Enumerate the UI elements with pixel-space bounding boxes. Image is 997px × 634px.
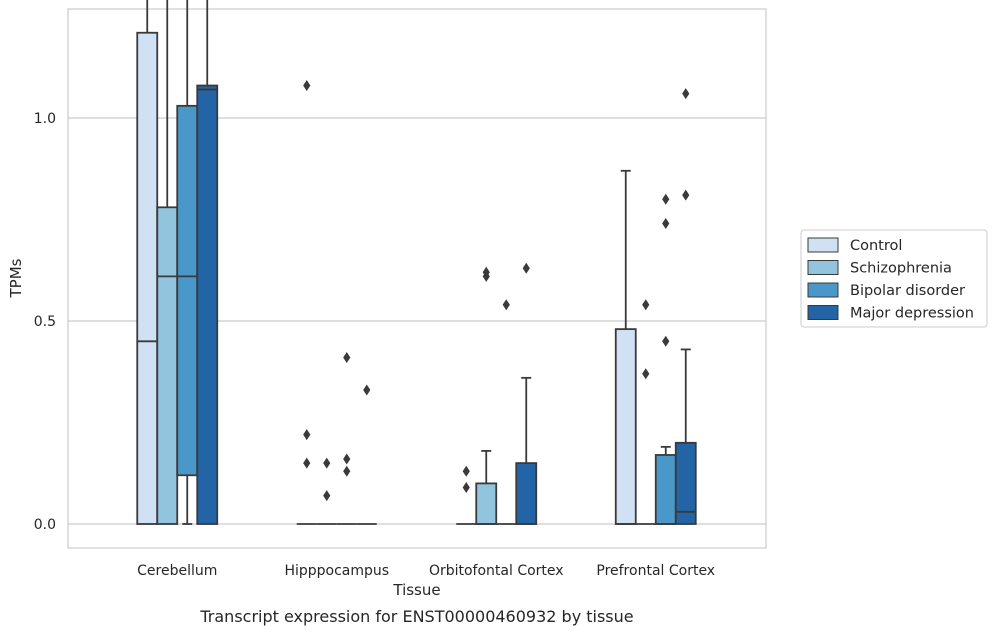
- box: [196, 84, 219, 525]
- plot-frame: [67, 8, 767, 549]
- outlier-point: [323, 490, 331, 502]
- outlier-point: [343, 453, 351, 465]
- legend-swatch: [807, 282, 839, 298]
- outlier-point: [682, 88, 690, 100]
- y-tick-label: 0.0: [34, 517, 56, 533]
- box-plots: [136, 0, 697, 525]
- x-axis-ticks: Cerebellum Hipppocampus Orbitofontal Corte…: [137, 563, 715, 579]
- box: [176, 104, 199, 477]
- legend-swatch: [807, 260, 839, 275]
- box: [515, 462, 538, 525]
- x-tick-label: Prefrontal Cortex: [596, 563, 715, 579]
- legend-frame: [800, 229, 988, 328]
- x-axis-title: Tissue: [392, 581, 440, 599]
- outlier-point: [462, 481, 470, 493]
- outlier-point: [482, 270, 490, 282]
- outlier-point: [662, 335, 670, 347]
- box-plot: [316, 457, 337, 525]
- outlier-point: [343, 352, 351, 364]
- box-plot: [176, 0, 199, 525]
- outlier-point: [522, 262, 530, 274]
- box-plot: [296, 80, 317, 525]
- outlier-point: [363, 384, 371, 396]
- y-axis-title: TPMs: [7, 258, 25, 298]
- legend-swatch: [807, 237, 839, 253]
- y-tick-label: 1.0: [34, 111, 56, 127]
- box: [156, 206, 179, 525]
- box-plot: [456, 465, 477, 525]
- legend: Control Schizophrenia Bipolar disorder Majo…: [800, 229, 988, 328]
- outlier-point: [642, 299, 650, 311]
- y-tick-label: 0.5: [34, 314, 56, 330]
- outlier-point: [323, 457, 331, 469]
- legend-swatch: [807, 305, 839, 320]
- box-plot: [196, 0, 219, 525]
- x-tick-label: Cerebellum: [137, 563, 217, 579]
- box-plot: [515, 262, 538, 525]
- box-plot: [475, 266, 498, 525]
- outlier-point: [502, 299, 510, 311]
- box: [654, 454, 677, 525]
- box-plot: [156, 0, 179, 525]
- outlier-point: [642, 368, 650, 380]
- y-axis-ticks: 0.00.51.01.52.02.5: [34, 111, 56, 533]
- x-tick-label: Hipppocampus: [284, 563, 389, 579]
- legend-label: Bipolar disorder: [850, 283, 965, 299]
- box: [475, 482, 498, 525]
- box-plot: [654, 193, 677, 525]
- box-plot: [136, 0, 159, 525]
- outlier-point: [343, 465, 351, 477]
- outlier-point: [682, 189, 690, 201]
- legend-label: Schizophrenia: [850, 261, 952, 277]
- box: [674, 441, 697, 525]
- box-plot: [496, 299, 517, 525]
- box-plot: [356, 384, 377, 525]
- box-plot: [674, 88, 697, 525]
- legend-label: Control: [850, 238, 902, 254]
- box-plot: [614, 169, 637, 525]
- outlier-point: [303, 80, 311, 92]
- box: [614, 328, 637, 525]
- outlier-point: [662, 193, 670, 205]
- outlier-point: [462, 465, 470, 477]
- legend-label: Major depression: [850, 306, 974, 322]
- box: [136, 31, 159, 525]
- chart-caption: Transcript expression for ENST0000046093…: [199, 607, 633, 626]
- outlier-point: [662, 218, 670, 230]
- box-plot: [336, 352, 357, 525]
- box-plot: [635, 299, 656, 525]
- x-tick-label: Orbitofontal Cortex: [429, 563, 564, 579]
- outlier-point: [303, 457, 311, 469]
- outlier-point: [303, 429, 311, 441]
